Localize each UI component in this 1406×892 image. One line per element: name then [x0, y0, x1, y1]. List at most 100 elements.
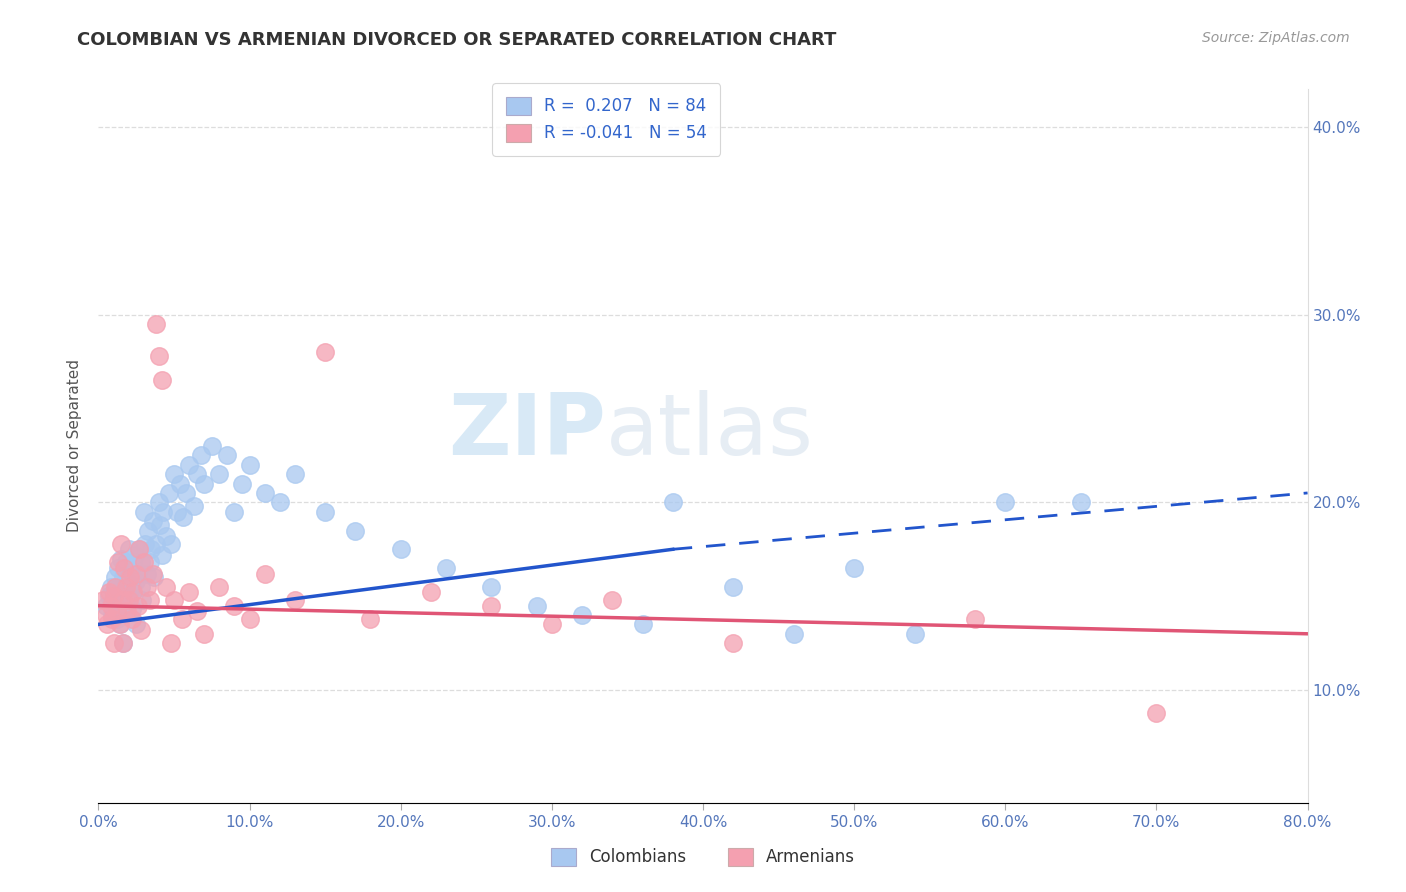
Point: [193, 476, 215, 491]
Point: [128, 542, 150, 557]
Point: [284, 467, 307, 482]
Point: [148, 349, 170, 363]
Point: [121, 580, 143, 594]
Point: [434, 561, 457, 575]
Point: [231, 476, 253, 491]
Point: [179, 585, 201, 599]
Point: [183, 499, 205, 513]
Point: [344, 524, 367, 538]
Point: [150, 548, 173, 562]
Point: [125, 566, 148, 581]
Point: [172, 510, 194, 524]
Point: [111, 636, 134, 650]
Point: [904, 627, 927, 641]
Point: [135, 580, 157, 594]
Point: [155, 580, 177, 594]
Point: [107, 580, 129, 594]
Point: [208, 467, 231, 482]
Point: [129, 580, 152, 594]
Point: [481, 580, 503, 594]
Point: [103, 585, 125, 599]
Point: [101, 607, 124, 622]
Point: [121, 602, 143, 616]
Point: [253, 566, 276, 581]
Point: [190, 449, 212, 463]
Point: [160, 536, 183, 550]
Point: [602, 593, 624, 607]
Point: [122, 585, 145, 599]
Point: [170, 612, 193, 626]
Y-axis label: Divorced or Separated: Divorced or Separated: [67, 359, 83, 533]
Point: [844, 561, 866, 575]
Point: [105, 602, 128, 616]
Point: [224, 505, 246, 519]
Point: [125, 574, 148, 589]
Point: [104, 580, 127, 594]
Point: [111, 636, 134, 650]
Point: [91, 593, 114, 607]
Point: [160, 636, 183, 650]
Point: [134, 536, 156, 550]
Point: [100, 599, 122, 613]
Point: [145, 536, 167, 550]
Point: [169, 476, 191, 491]
Point: [723, 580, 745, 594]
Point: [141, 542, 163, 557]
Point: [631, 617, 654, 632]
Point: [420, 585, 443, 599]
Point: [159, 486, 181, 500]
Point: [118, 542, 141, 557]
Point: [103, 593, 125, 607]
Point: [111, 570, 134, 584]
Point: [965, 612, 987, 626]
Point: [1144, 706, 1167, 720]
Point: [115, 604, 138, 618]
Point: [114, 604, 136, 618]
Point: [107, 561, 129, 575]
Point: [314, 345, 336, 359]
Point: [129, 556, 152, 570]
Point: [118, 589, 141, 603]
Point: [269, 495, 291, 509]
Point: [783, 627, 806, 641]
Point: [110, 536, 132, 550]
Point: [143, 570, 166, 584]
Point: [105, 604, 128, 618]
Point: [239, 458, 262, 472]
Point: [389, 542, 412, 557]
Point: [239, 612, 262, 626]
Point: [104, 570, 127, 584]
Point: [132, 505, 155, 519]
Point: [723, 636, 745, 650]
Point: [118, 593, 141, 607]
Point: [215, 449, 238, 463]
Point: [145, 317, 167, 331]
Point: [186, 467, 208, 482]
Point: [166, 505, 188, 519]
Text: Source: ZipAtlas.com: Source: ZipAtlas.com: [1202, 31, 1350, 45]
Point: [994, 495, 1017, 509]
Point: [193, 627, 215, 641]
Point: [155, 529, 177, 543]
Point: [131, 593, 153, 607]
Point: [105, 612, 128, 626]
Point: [94, 607, 117, 622]
Point: [481, 599, 503, 613]
Point: [98, 585, 121, 599]
Point: [174, 486, 197, 500]
Point: [142, 514, 165, 528]
Text: COLOMBIAN VS ARMENIAN DIVORCED OR SEPARATED CORRELATION CHART: COLOMBIAN VS ARMENIAN DIVORCED OR SEPARA…: [77, 31, 837, 49]
Point: [120, 566, 142, 581]
Point: [98, 589, 121, 603]
Point: [129, 623, 152, 637]
Point: [163, 467, 186, 482]
Point: [127, 599, 149, 613]
Point: [124, 548, 146, 562]
Point: [150, 373, 173, 387]
Point: [526, 599, 548, 613]
Point: [107, 556, 129, 570]
Point: [284, 593, 307, 607]
Point: [108, 617, 131, 632]
Point: [112, 580, 135, 594]
Point: [114, 580, 136, 594]
